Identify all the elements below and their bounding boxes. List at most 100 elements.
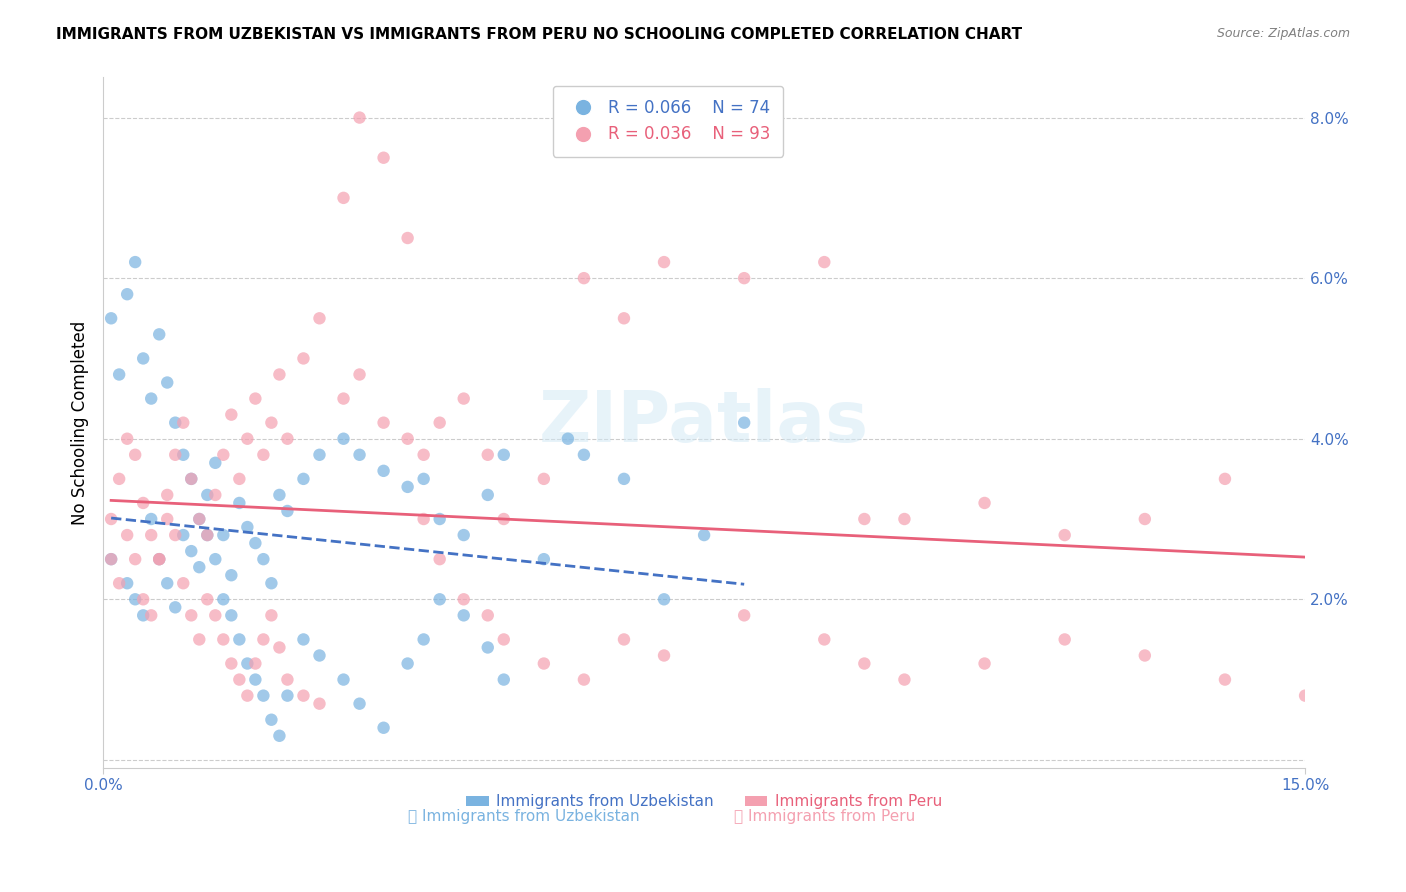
- Point: [252, 689, 274, 703]
- Point: [100, 552, 122, 566]
- Point: [652, 648, 675, 663]
- Point: [477, 640, 499, 655]
- Point: [973, 496, 995, 510]
- Point: [453, 608, 475, 623]
- Point: [276, 673, 298, 687]
- Point: [180, 472, 202, 486]
- Point: [252, 552, 274, 566]
- Point: [228, 632, 250, 647]
- Point: [141, 392, 163, 406]
- Point: [557, 432, 579, 446]
- Point: [308, 448, 330, 462]
- Text: ZIPatlas: ZIPatlas: [538, 388, 869, 458]
- Point: [156, 576, 179, 591]
- Point: [236, 520, 259, 534]
- Point: [492, 673, 515, 687]
- Point: [252, 448, 274, 462]
- Point: [429, 592, 451, 607]
- Point: [124, 592, 146, 607]
- Point: [733, 608, 755, 623]
- Point: [212, 632, 235, 647]
- Point: [245, 657, 267, 671]
- Point: [172, 416, 194, 430]
- Point: [292, 689, 315, 703]
- Point: [228, 673, 250, 687]
- Point: [332, 432, 354, 446]
- Point: [236, 689, 259, 703]
- Point: [165, 528, 187, 542]
- Point: [893, 512, 915, 526]
- Point: [693, 528, 716, 542]
- Point: [195, 592, 218, 607]
- Point: [276, 504, 298, 518]
- Point: [221, 657, 243, 671]
- Point: [212, 592, 235, 607]
- Point: [373, 416, 395, 430]
- Point: [221, 608, 243, 623]
- Point: [533, 472, 555, 486]
- Point: [180, 544, 202, 558]
- Point: [115, 287, 138, 301]
- Point: [188, 512, 211, 526]
- Point: [853, 657, 876, 671]
- Point: [188, 560, 211, 574]
- Point: [1053, 632, 1076, 647]
- Point: [204, 456, 226, 470]
- Point: [292, 351, 315, 366]
- Point: [429, 416, 451, 430]
- Point: [156, 488, 179, 502]
- Point: [132, 608, 155, 623]
- Point: [477, 448, 499, 462]
- Point: [148, 552, 170, 566]
- Point: [613, 632, 636, 647]
- Point: [652, 255, 675, 269]
- Point: [572, 448, 595, 462]
- Point: [308, 697, 330, 711]
- Legend: Immigrants from Uzbekistan, Immigrants from Peru: Immigrants from Uzbekistan, Immigrants f…: [460, 789, 949, 815]
- Point: [115, 528, 138, 542]
- Point: [260, 713, 283, 727]
- Point: [813, 632, 835, 647]
- Point: [252, 632, 274, 647]
- Point: [108, 472, 131, 486]
- Point: [477, 488, 499, 502]
- Point: [308, 311, 330, 326]
- Point: [132, 351, 155, 366]
- Point: [308, 648, 330, 663]
- Point: [492, 632, 515, 647]
- Point: [1133, 648, 1156, 663]
- Point: [228, 496, 250, 510]
- Text: Source: ZipAtlas.com: Source: ZipAtlas.com: [1216, 27, 1350, 40]
- Point: [396, 231, 419, 245]
- Point: [733, 271, 755, 285]
- Point: [132, 496, 155, 510]
- Point: [228, 472, 250, 486]
- Point: [204, 488, 226, 502]
- Point: [269, 729, 291, 743]
- Point: [453, 592, 475, 607]
- Point: [492, 512, 515, 526]
- Point: [412, 512, 434, 526]
- Point: [124, 448, 146, 462]
- Point: [1213, 673, 1236, 687]
- Point: [396, 657, 419, 671]
- Point: [195, 488, 218, 502]
- Point: [165, 448, 187, 462]
- Point: [260, 576, 283, 591]
- Point: [396, 432, 419, 446]
- Point: [195, 528, 218, 542]
- Text: ⬜ Immigrants from Peru: ⬜ Immigrants from Peru: [734, 809, 915, 823]
- Point: [349, 368, 371, 382]
- Point: [973, 657, 995, 671]
- Point: [188, 512, 211, 526]
- Point: [100, 311, 122, 326]
- Point: [108, 368, 131, 382]
- Point: [141, 512, 163, 526]
- Point: [453, 392, 475, 406]
- Point: [141, 528, 163, 542]
- Point: [245, 536, 267, 550]
- Point: [269, 640, 291, 655]
- Point: [172, 528, 194, 542]
- Point: [195, 528, 218, 542]
- Point: [260, 608, 283, 623]
